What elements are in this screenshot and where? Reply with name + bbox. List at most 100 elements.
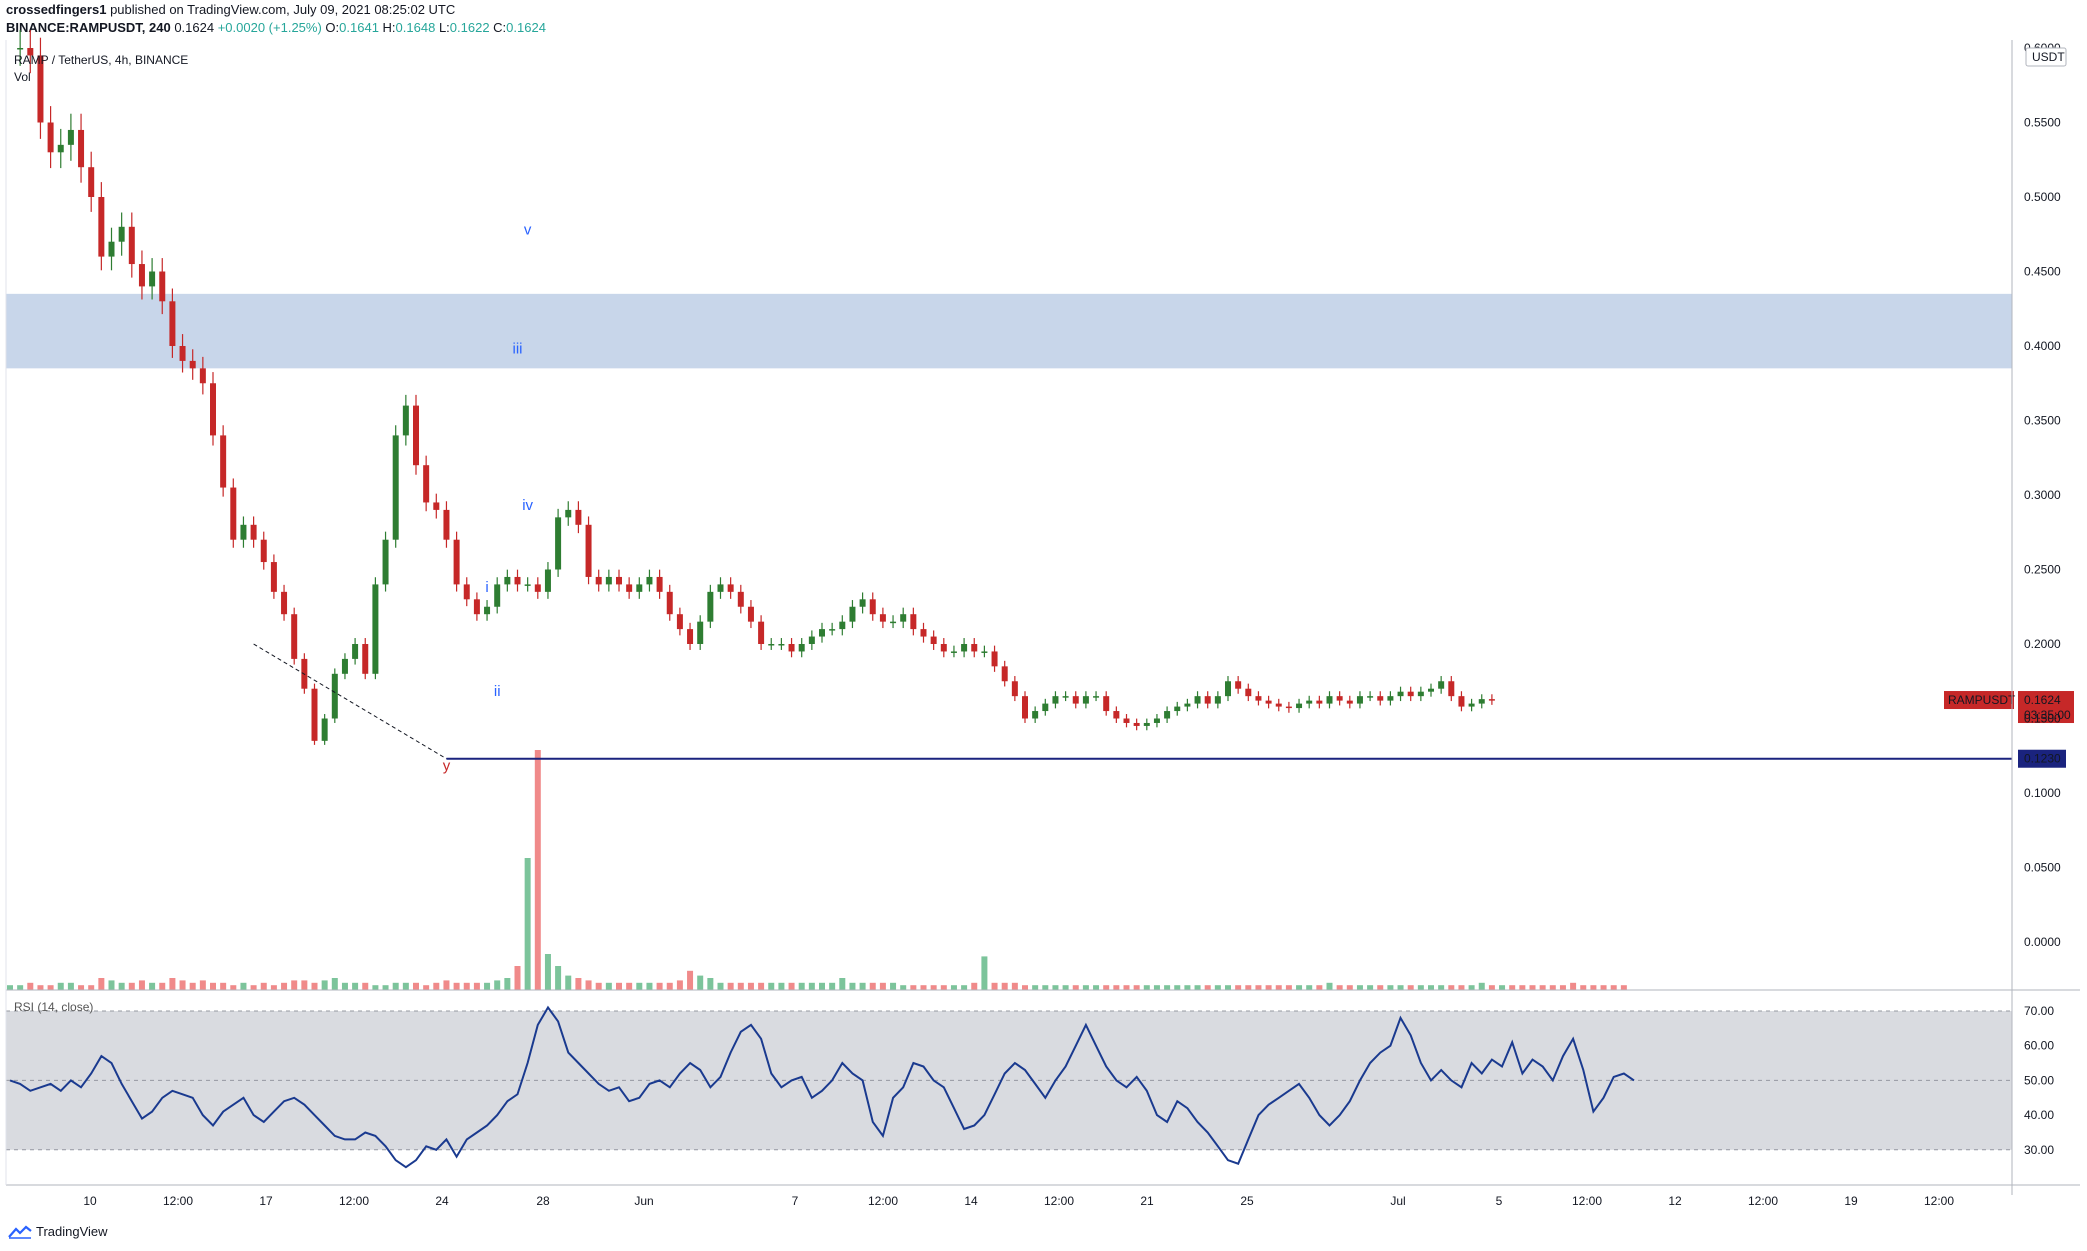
- high-value: 0.1648: [395, 20, 436, 35]
- symbol-line: BINANCE:RAMPUSDT, 240: [6, 20, 171, 35]
- volume-bar: [1387, 985, 1394, 990]
- volume-bar: [747, 982, 754, 990]
- time-tick-label: 12:00: [163, 1194, 193, 1208]
- volume-bar: [930, 985, 937, 990]
- volume-bar: [1397, 985, 1404, 990]
- volume-bar: [950, 985, 957, 990]
- time-tick-label: 12:00: [1748, 1194, 1778, 1208]
- volume-bar: [737, 982, 744, 990]
- volume-bar: [1346, 985, 1353, 990]
- volume-bar: [534, 750, 541, 990]
- volume-bar: [687, 970, 694, 990]
- candle-body: [179, 346, 186, 361]
- tradingview-brand[interactable]: TradingView: [8, 1224, 108, 1239]
- volume-bar: [788, 982, 795, 990]
- rsi-legend: RSI (14, close): [14, 1000, 94, 1014]
- candle-body: [169, 301, 176, 346]
- time-tick-label: 12:00: [339, 1194, 369, 1208]
- volume-bar: [1529, 985, 1536, 990]
- price-tick-label: 0.3500: [2024, 414, 2061, 428]
- wave-label: ii: [494, 683, 501, 700]
- candle-body: [362, 644, 369, 674]
- volume-bar: [981, 956, 988, 990]
- volume-bar: [544, 954, 551, 990]
- candle-body: [392, 435, 399, 540]
- candle-body: [240, 524, 247, 540]
- candle-body: [1072, 696, 1079, 704]
- volume-bar: [1549, 985, 1556, 990]
- volume-bar: [849, 982, 856, 990]
- volume-bar: [1164, 985, 1171, 990]
- volume-bar: [1468, 985, 1475, 990]
- volume-bar: [57, 982, 64, 990]
- volume-bar: [1448, 985, 1455, 990]
- candle-body: [321, 718, 328, 741]
- volume-bar: [1103, 985, 1110, 990]
- volume-bar: [575, 978, 582, 990]
- candle-body: [1245, 688, 1252, 697]
- candle-body: [961, 644, 968, 652]
- volume-bar: [199, 980, 206, 990]
- candle-body: [829, 629, 836, 631]
- candle-body: [1123, 718, 1130, 723]
- volume-bar: [636, 982, 643, 990]
- volume-bar: [37, 985, 44, 990]
- volume-bar: [169, 978, 176, 990]
- candle-body: [1103, 696, 1110, 712]
- volume-bar: [7, 985, 13, 990]
- volume-bar: [1559, 985, 1566, 990]
- volume-bar: [1214, 985, 1221, 990]
- volume-bar: [1356, 985, 1363, 990]
- wave-label: y: [443, 758, 451, 775]
- volume-bar: [1499, 985, 1506, 990]
- candle-body: [210, 383, 216, 436]
- candle-body: [1214, 696, 1221, 704]
- volume-bar: [1296, 985, 1303, 990]
- volume-bar: [230, 985, 237, 990]
- volume-bar: [108, 980, 115, 990]
- volume-bar: [900, 985, 907, 990]
- volume-bar: [1082, 985, 1089, 990]
- volume-bar: [1153, 985, 1160, 990]
- time-tick-label: 19: [1844, 1194, 1858, 1208]
- volume-bar: [991, 982, 998, 990]
- published-text: published on TradingView.com, July 09, 2…: [110, 2, 456, 17]
- candle-body: [1265, 700, 1272, 704]
- high-label: H:: [382, 20, 396, 35]
- time-tick-label: 12: [1668, 1194, 1682, 1208]
- low-label: L:: [438, 20, 450, 35]
- rsi-line: [9, 1005, 1635, 1169]
- volume-bar: [443, 980, 450, 990]
- candle-body: [1164, 711, 1171, 719]
- volume-bar: [1204, 985, 1211, 990]
- volume-bar: [341, 982, 348, 990]
- candle-body: [575, 509, 582, 525]
- volume-bar: [707, 978, 714, 990]
- volume-bar: [1072, 985, 1079, 990]
- volume-bar: [879, 982, 886, 990]
- publisher-name[interactable]: crossedfingers1: [6, 2, 107, 17]
- volume-bar: [940, 985, 947, 990]
- volume-bar: [859, 982, 866, 990]
- rsi-tick-label: 30.00: [2024, 1143, 2054, 1157]
- price-badge-countdown: 03:35:00: [2024, 708, 2071, 722]
- volume-bar: [514, 966, 521, 990]
- candle-body: [159, 271, 166, 302]
- volume-bar: [1113, 985, 1120, 990]
- candle-body: [128, 226, 135, 265]
- volume-bar: [1580, 985, 1587, 990]
- candle-body: [1153, 718, 1160, 723]
- candle-body: [1346, 700, 1353, 704]
- candle-body: [981, 651, 988, 653]
- brand-label: TradingView: [36, 1224, 108, 1239]
- volume-bar: [585, 980, 592, 990]
- candle-body: [768, 644, 775, 646]
- volume-bar: [484, 982, 491, 990]
- candle-body: [57, 144, 64, 153]
- price-badge-value: 0.1624: [2024, 693, 2061, 707]
- candle-body: [17, 48, 24, 50]
- candle-body: [890, 621, 897, 624]
- volume-bar: [1377, 985, 1384, 990]
- wave-label: i: [485, 579, 488, 596]
